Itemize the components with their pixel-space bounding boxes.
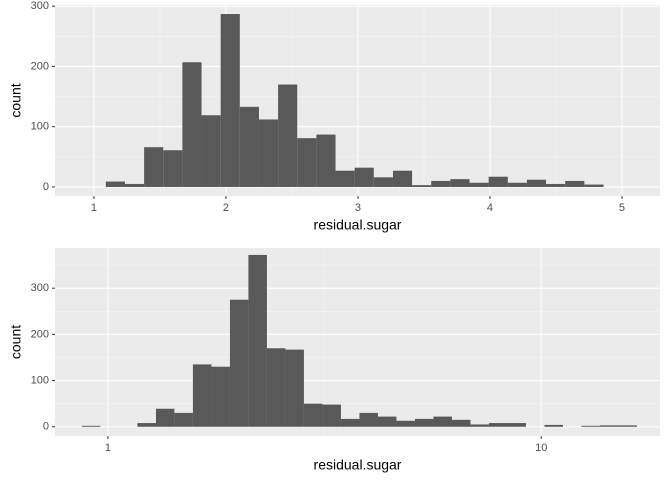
bar	[488, 176, 508, 187]
bar	[137, 423, 156, 427]
x-tick-label: 1	[105, 442, 111, 454]
bar	[174, 412, 193, 427]
bar	[316, 134, 336, 187]
y-tick-label: 200	[31, 60, 49, 72]
x-tick-label: 5	[619, 202, 625, 214]
bar	[469, 182, 489, 187]
bar	[266, 348, 286, 427]
bar	[211, 366, 230, 427]
y-axis-label: count	[8, 325, 24, 359]
bar	[581, 425, 600, 427]
bar	[599, 425, 619, 427]
bar	[392, 170, 413, 187]
bar	[546, 183, 566, 187]
bar	[340, 418, 360, 427]
bar	[258, 119, 279, 187]
bar	[220, 14, 240, 187]
y-axis-label: count	[8, 83, 24, 117]
bar	[303, 403, 323, 427]
bar	[396, 420, 415, 427]
bar	[124, 183, 145, 187]
bar	[450, 179, 470, 187]
x-tick-label: 4	[487, 202, 493, 214]
bar	[584, 184, 604, 187]
panel-background	[55, 248, 660, 436]
y-tick-label: 0	[43, 181, 49, 193]
bar	[526, 179, 547, 187]
x-axis-label: residual.sugar	[314, 457, 402, 473]
bar	[201, 115, 221, 187]
x-tick-label: 10	[535, 442, 547, 454]
bar	[451, 419, 471, 427]
y-tick-label: 300	[31, 282, 49, 294]
bar	[412, 185, 432, 187]
x-axis-label: residual.sugar	[314, 217, 402, 233]
x-tick-label: 1	[91, 202, 97, 214]
bar	[229, 299, 249, 427]
bar	[431, 180, 451, 187]
x-tick-label: 3	[355, 202, 361, 214]
bar	[470, 424, 489, 427]
bar	[81, 425, 101, 427]
y-tick-label: 100	[31, 121, 49, 133]
y-tick-label: 0	[43, 421, 49, 433]
bar	[192, 364, 212, 427]
bar	[507, 423, 526, 427]
bar	[354, 167, 374, 187]
bar	[618, 425, 637, 427]
bar	[155, 408, 175, 427]
bar	[507, 182, 527, 187]
panel: 1 2 3 4 5 0 100 200 300 residual.sugar count	[8, 0, 660, 233]
bar	[239, 106, 259, 187]
bar	[488, 423, 508, 427]
bar	[278, 84, 298, 187]
bar	[414, 418, 434, 427]
bar	[322, 404, 341, 427]
bar	[377, 416, 397, 427]
x-tick-label: 2	[223, 202, 229, 214]
bar	[248, 254, 267, 427]
bar	[335, 170, 355, 187]
bar	[144, 147, 164, 187]
bar	[433, 416, 452, 427]
bar	[182, 62, 202, 187]
bar	[544, 424, 563, 427]
bar	[285, 349, 304, 427]
bar	[359, 412, 378, 427]
bar	[565, 180, 585, 187]
bar	[297, 138, 317, 187]
y-tick-label: 300	[31, 0, 49, 12]
y-tick-label: 100	[31, 374, 49, 386]
y-tick-label: 200	[31, 328, 49, 340]
bar	[105, 181, 125, 187]
bar	[373, 177, 393, 187]
bar	[163, 150, 183, 187]
